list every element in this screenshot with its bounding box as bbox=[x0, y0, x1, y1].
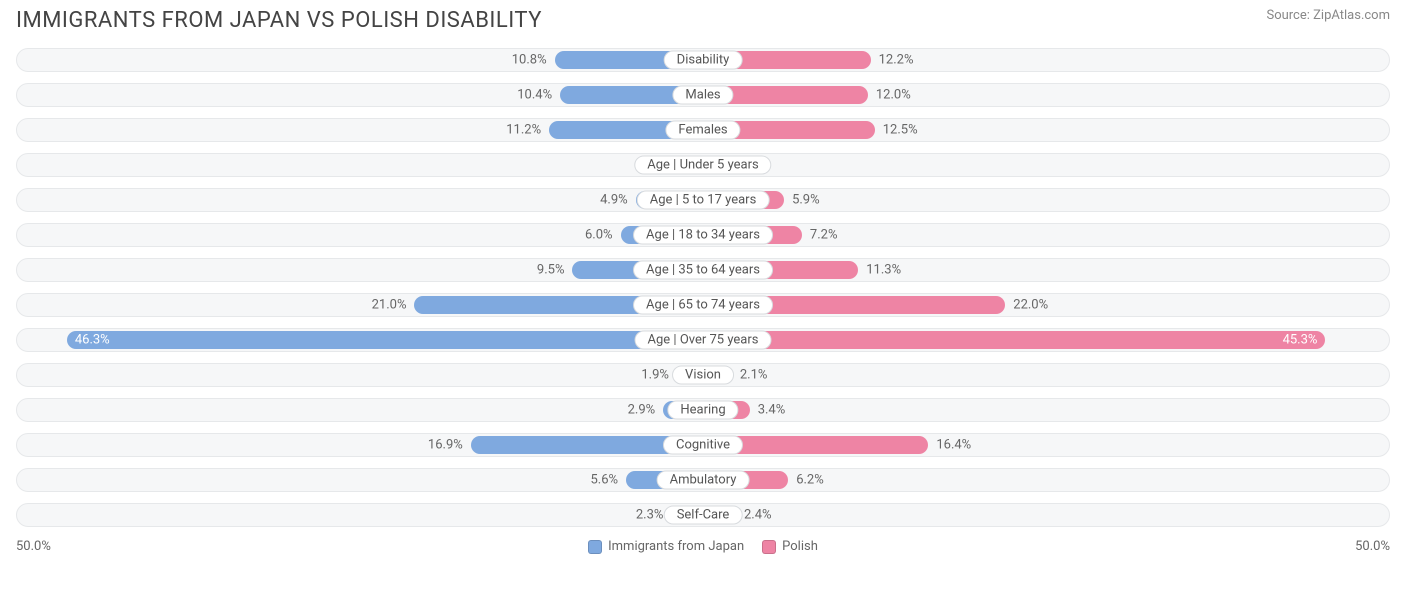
chart-row: 6.0% 7.2% Age | 18 to 34 years bbox=[16, 220, 1390, 250]
value-label-right: 12.2% bbox=[879, 53, 914, 68]
chart-row: 11.2% 12.5% Females bbox=[16, 115, 1390, 145]
legend-item-left: Immigrants from Japan bbox=[588, 539, 744, 554]
chart-row: 4.9% 5.9% Age | 5 to 17 years bbox=[16, 185, 1390, 215]
value-label-left: 4.9% bbox=[600, 193, 628, 208]
chart-source: Source: ZipAtlas.com bbox=[1266, 8, 1390, 23]
value-label-left: 10.4% bbox=[517, 88, 552, 103]
value-label-right: 2.4% bbox=[744, 508, 772, 523]
chart-row: 1.9% 2.1% Vision bbox=[16, 360, 1390, 390]
value-label-right: 5.9% bbox=[792, 193, 820, 208]
category-pill: Self-Care bbox=[664, 506, 743, 525]
category-pill: Age | 5 to 17 years bbox=[637, 191, 770, 210]
category-pill: Age | Under 5 years bbox=[634, 156, 771, 175]
value-label-right: 22.0% bbox=[1013, 298, 1048, 313]
value-label-left: 5.6% bbox=[591, 473, 619, 488]
axis-right-max: 50.0% bbox=[1355, 539, 1390, 554]
bar-right bbox=[703, 331, 1325, 349]
value-label-right: 2.1% bbox=[740, 368, 768, 383]
bar-left bbox=[67, 331, 703, 349]
category-pill: Age | 65 to 74 years bbox=[633, 296, 773, 315]
category-pill: Ambulatory bbox=[657, 471, 750, 490]
value-label-left: 10.8% bbox=[512, 53, 547, 68]
chart-footer: 50.0% Immigrants from Japan Polish 50.0% bbox=[0, 539, 1406, 554]
value-label-left: 1.9% bbox=[641, 368, 669, 383]
chart-title: IMMIGRANTS FROM JAPAN VS POLISH DISABILI… bbox=[16, 8, 542, 33]
chart-row: 1.1%1.6%Age | Under 5 years bbox=[16, 150, 1390, 180]
category-pill: Vision bbox=[672, 366, 734, 385]
category-pill: Disability bbox=[664, 51, 743, 70]
category-pill: Age | 18 to 34 years bbox=[633, 226, 773, 245]
chart-area: 10.8% 12.2% Disability 10.4% 12.0% Males 11.2%… bbox=[0, 45, 1406, 539]
chart-row: 5.6% 6.2% Ambulatory bbox=[16, 465, 1390, 495]
chart-row: 2.3% 2.4%Self-Care bbox=[16, 500, 1390, 530]
chart-row: 46.3% 45.3% Age | Over 75 years bbox=[16, 325, 1390, 355]
chart-legend: Immigrants from Japan Polish bbox=[588, 539, 818, 554]
value-label-right: 12.5% bbox=[883, 123, 918, 138]
value-label-right: 12.0% bbox=[876, 88, 911, 103]
chart-row: 10.4% 12.0% Males bbox=[16, 80, 1390, 110]
value-label-right: 45.3% bbox=[1283, 333, 1318, 348]
value-label-left: 2.9% bbox=[628, 403, 656, 418]
value-label-right: 16.4% bbox=[936, 438, 971, 453]
category-pill: Hearing bbox=[667, 401, 738, 420]
legend-swatch-right bbox=[762, 540, 776, 554]
value-label-right: 7.2% bbox=[810, 228, 838, 243]
value-label-left: 16.9% bbox=[428, 438, 463, 453]
value-label-left: 2.3% bbox=[636, 508, 664, 523]
legend-label-right: Polish bbox=[782, 539, 818, 554]
value-label-right: 11.3% bbox=[866, 263, 901, 278]
chart-row: 16.9% 16.4% Cognitive bbox=[16, 430, 1390, 460]
chart-row: 2.9% 3.4% Hearing bbox=[16, 395, 1390, 425]
category-pill: Females bbox=[665, 121, 740, 140]
legend-item-right: Polish bbox=[762, 539, 818, 554]
category-pill: Age | 35 to 64 years bbox=[633, 261, 773, 280]
category-pill: Cognitive bbox=[663, 436, 743, 455]
category-pill: Males bbox=[672, 86, 733, 105]
value-label-left: 21.0% bbox=[372, 298, 407, 313]
value-label-left: 6.0% bbox=[585, 228, 613, 243]
value-label-left: 46.3% bbox=[75, 333, 110, 348]
chart-row: 21.0% 22.0% Age | 65 to 74 years bbox=[16, 290, 1390, 320]
category-pill: Age | Over 75 years bbox=[635, 331, 772, 350]
chart-header: IMMIGRANTS FROM JAPAN VS POLISH DISABILI… bbox=[0, 0, 1406, 45]
chart-row: 10.8% 12.2% Disability bbox=[16, 45, 1390, 75]
axis-left-max: 50.0% bbox=[16, 539, 51, 554]
legend-label-left: Immigrants from Japan bbox=[608, 539, 744, 554]
chart-row: 9.5% 11.3% Age | 35 to 64 years bbox=[16, 255, 1390, 285]
value-label-left: 11.2% bbox=[506, 123, 541, 138]
value-label-right: 6.2% bbox=[796, 473, 824, 488]
legend-swatch-left bbox=[588, 540, 602, 554]
value-label-left: 9.5% bbox=[537, 263, 565, 278]
value-label-right: 3.4% bbox=[758, 403, 786, 418]
